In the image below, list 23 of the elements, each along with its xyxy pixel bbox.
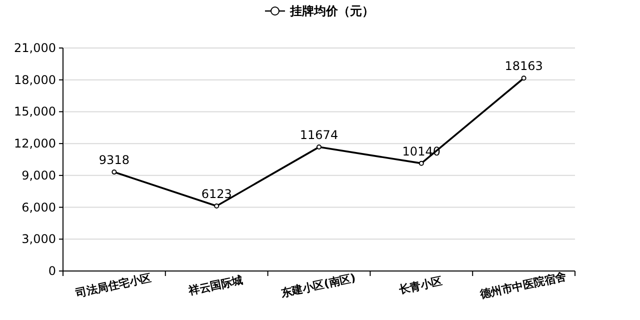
y-tick-label: 15,000	[14, 104, 56, 119]
x-tick-label: 司法局住宅小区	[73, 271, 152, 300]
y-tick-label: 0	[48, 264, 56, 278]
y-tick-label: 9,000	[22, 168, 56, 182]
y-tick-label: 6,000	[22, 200, 56, 214]
point	[316, 144, 322, 150]
y-tick-label: 18,000	[14, 72, 56, 87]
y-tick-label: 3,000	[22, 232, 56, 246]
point	[112, 170, 117, 175]
y-tick-label: 21,000	[14, 41, 56, 55]
legend-label: 挂牌均价（元）	[289, 4, 374, 18]
point	[214, 203, 220, 208]
x-tick-label: 德州市中医院宿舍	[478, 270, 568, 302]
x-tick-label: 祥云国际城	[186, 274, 244, 298]
data-label: 6123	[201, 186, 232, 201]
x-tick-label: 长青小区	[396, 274, 444, 297]
x-tick-label: 东建小区(南区)	[278, 271, 357, 300]
data-label: 9318	[98, 153, 130, 168]
data-label: 18163	[504, 59, 543, 74]
y-tick-label: 12,000	[14, 136, 56, 151]
point	[418, 160, 424, 166]
data-label: 11674	[300, 128, 338, 142]
point	[521, 76, 526, 81]
